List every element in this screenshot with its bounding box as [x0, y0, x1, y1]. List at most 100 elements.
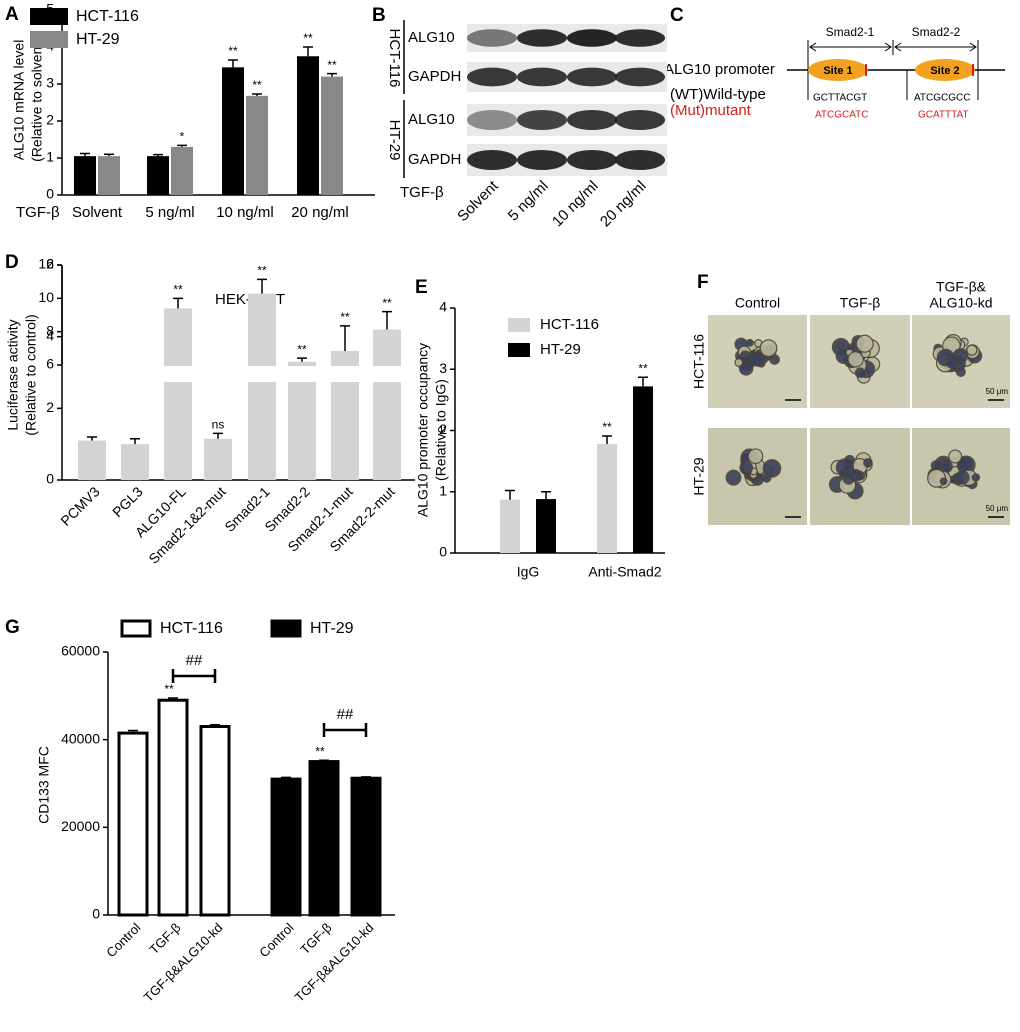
error-bar	[327, 72, 337, 77]
significance-label: **	[173, 283, 183, 297]
y-tick-label: 4	[46, 327, 54, 343]
lane-label: 20 ng/ml	[597, 178, 650, 231]
bar	[117, 731, 149, 917]
legend-swatch	[508, 318, 530, 332]
bar	[270, 777, 302, 917]
mutant-sequence: GCATTTAT	[918, 110, 969, 121]
category-axis-label: TGF-β	[16, 204, 60, 221]
band	[517, 29, 567, 47]
significance-label: **	[602, 420, 612, 434]
cell	[939, 477, 948, 486]
cell	[847, 351, 864, 368]
region-arrow	[894, 42, 977, 52]
row-label: ALG10	[408, 29, 455, 46]
error-bar	[505, 489, 515, 500]
error-bar	[168, 697, 178, 701]
significance-label: **	[257, 264, 267, 278]
x-tick-label: Control	[256, 920, 296, 960]
error-bar	[87, 436, 97, 441]
error-bar	[130, 438, 140, 445]
y-tick-label: 60000	[61, 643, 100, 659]
y-axis-label: Luciferase activity	[5, 319, 21, 430]
x-tick-label: 20 ng/ml	[291, 204, 349, 221]
bar	[164, 308, 192, 480]
y-axis-label: (Relative to control)	[23, 314, 39, 435]
site	[808, 59, 868, 81]
panel-label: C	[670, 5, 684, 26]
promoter-label: ALG10 promoter	[664, 61, 775, 78]
bar	[147, 156, 169, 195]
panel-label: A	[5, 4, 19, 25]
region-arrow	[809, 42, 892, 52]
band	[467, 67, 517, 87]
cell	[759, 339, 778, 358]
axis-break	[63, 366, 416, 382]
y-tick-label: 4	[439, 299, 447, 315]
legend-label: HT-29	[76, 31, 120, 48]
band	[567, 110, 617, 130]
bar-chart: A012345ALG10 mRNA level(Relative to solv…	[5, 1, 375, 221]
legend-swatch	[508, 343, 530, 357]
band	[517, 150, 567, 170]
bar	[373, 329, 401, 480]
error-bar	[213, 432, 223, 439]
x-tick-label: TGF-β&ALG10-kd	[141, 920, 226, 1005]
group-label: HT-29	[386, 120, 403, 161]
y-tick-label: 0	[92, 906, 100, 922]
error-bar	[297, 357, 307, 362]
bar	[98, 156, 120, 195]
error-bar	[153, 153, 163, 157]
significance-label: ns	[212, 418, 225, 432]
error-bar	[104, 153, 114, 157]
lane-label: 5 ng/ml	[505, 178, 552, 225]
band	[467, 150, 517, 170]
error-bar	[319, 759, 329, 762]
y-axis-label: CD133 MFC	[36, 746, 52, 824]
bar	[536, 499, 556, 553]
band	[615, 67, 665, 87]
comparison-bracket	[171, 669, 217, 683]
legend-label: HCT-116	[76, 8, 139, 25]
y-axis-label: (Relative to solvent)	[29, 38, 45, 162]
row-label: ALG10	[408, 111, 455, 128]
significance-label: **	[638, 361, 648, 375]
cell	[738, 361, 754, 376]
significance-label: **	[252, 78, 262, 92]
row-label: GAPDH	[408, 151, 461, 168]
site	[915, 59, 975, 81]
error-bar	[602, 435, 612, 444]
band	[517, 67, 567, 87]
bar	[199, 725, 231, 917]
x-tick-label: PCMV3	[57, 483, 103, 529]
cell	[948, 449, 963, 464]
error-bar	[382, 310, 392, 330]
y-tick-label: 3	[46, 75, 54, 91]
lane-label: 10 ng/ml	[549, 178, 602, 231]
y-tick-label: 12	[38, 256, 54, 272]
bar	[171, 146, 193, 195]
cell	[749, 350, 757, 358]
error-bar	[177, 144, 187, 147]
error-bar	[638, 376, 648, 387]
x-tick-label: Solvent	[72, 204, 123, 221]
band	[567, 67, 617, 87]
y-tick-label: 2	[46, 112, 54, 128]
bar-chart: E 0 1 2 3 4 ALG10 promoter occupancy (Relative …	[415, 277, 665, 580]
bar	[500, 499, 520, 553]
legend-swatch	[30, 8, 68, 25]
mutant-label: (Mut)mutant	[670, 102, 752, 119]
panel-label: F	[697, 272, 709, 293]
panel-label: E	[415, 277, 428, 298]
x-tick-label: TGF-β&ALG10-kd	[292, 920, 377, 1005]
column-label: TGF-β	[840, 295, 881, 311]
bar	[74, 156, 96, 195]
bar	[246, 95, 268, 195]
legend-swatch	[120, 619, 152, 638]
x-tick-label: IgG	[517, 564, 540, 580]
x-tick-label: TGF-β	[297, 920, 334, 957]
region-label: Smad2-1	[826, 25, 875, 39]
error-bar	[80, 152, 90, 157]
